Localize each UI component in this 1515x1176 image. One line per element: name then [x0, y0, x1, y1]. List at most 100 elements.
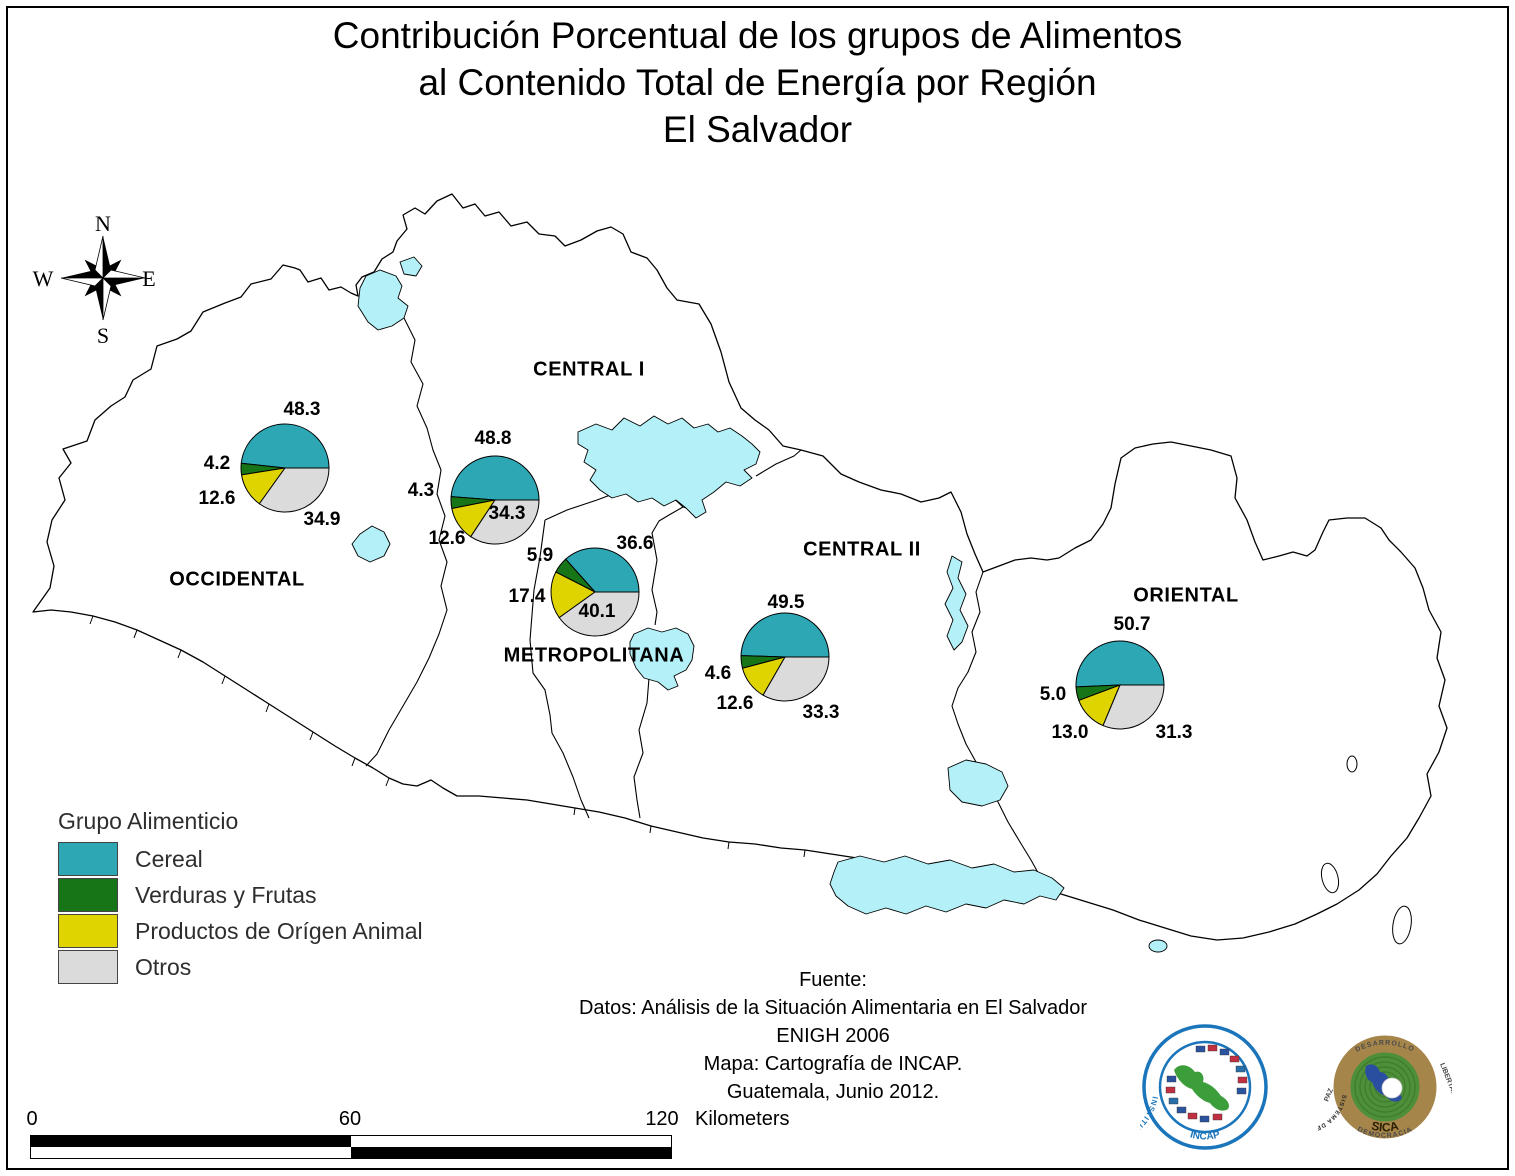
legend-item-otros: Otros	[58, 950, 423, 984]
region-label-oriental: ORIENTAL	[1133, 584, 1239, 607]
sica-name: SICA	[1370, 1118, 1400, 1134]
reservoir-15-septiembre	[944, 555, 969, 651]
pie-central-1	[450, 455, 540, 545]
region-label-central-1: CENTRAL I	[533, 358, 645, 381]
pie-value-label: 12.6	[428, 528, 466, 549]
pie-value-label: 31.3	[1155, 722, 1193, 743]
legend-item-productos: Productos de Orígen Animal	[58, 914, 423, 948]
pie-value-label: 12.6	[716, 693, 754, 714]
island-3	[1346, 755, 1358, 773]
scalebar-tick-120: 120	[645, 1108, 679, 1130]
pie-slice-cereal	[1075, 640, 1165, 688]
compass-north-label: N	[95, 211, 111, 236]
boundary-central2-oriental	[951, 571, 1047, 891]
boundary-metropolitana-east	[651, 506, 684, 626]
compass-rose: N E S W	[33, 211, 156, 348]
pie-slice-cereal	[740, 612, 830, 658]
legend-item-label: Productos de Orígen Animal	[135, 917, 423, 944]
lake-ilopango	[629, 627, 695, 691]
pie-value-label: 5.9	[526, 545, 554, 566]
pie-slice-otros	[258, 467, 330, 513]
legend-item-verduras: Verduras y Frutas	[58, 878, 423, 912]
source-line: Fuente:	[799, 969, 867, 991]
pie-central-2	[740, 612, 830, 702]
incap-logo: INSTITUTO DE NUTRICION DE CENTRO AMERICA…	[1140, 1024, 1268, 1150]
sica-logo: SISTEMA DE LA INTEGRACION CENTROAMERICAN…	[1318, 1035, 1452, 1140]
region-label-metropolitana: METROPOLITANA	[503, 644, 685, 667]
source-line: Datos: Análisis de la Situación Alimenta…	[578, 997, 1088, 1019]
compass-east-label: E	[142, 266, 155, 291]
incap-central-america-shape	[1174, 1065, 1230, 1111]
source-line: Mapa: Cartografía de INCAP.	[703, 1053, 963, 1075]
compass-west-label: W	[33, 266, 54, 291]
legend-title: Grupo Alimenticio	[58, 808, 239, 834]
island-2	[1392, 905, 1412, 945]
island-1	[1320, 862, 1340, 894]
productos-swatch	[58, 914, 118, 948]
pie-value-label: 4.3	[407, 480, 435, 501]
pie-value-label: 33.3	[802, 702, 840, 723]
pie-slice-cereal	[450, 455, 540, 501]
pie-value-label: 34.9	[303, 509, 341, 530]
page-title: Contribución Porcentual de los grupos de…	[0, 12, 1515, 153]
region-label-central-2: CENTRAL II	[803, 538, 921, 561]
pie-value-label: 34.3	[488, 503, 526, 524]
lakes	[351, 256, 1168, 953]
scalebar-tick-60: 60	[338, 1108, 362, 1130]
pie-value-label: 4.6	[704, 663, 732, 684]
pie-slice-cereal	[240, 423, 330, 469]
pie-value-label: 48.8	[474, 428, 512, 449]
legend-item-label: Otros	[135, 953, 192, 980]
pie-metropolitana	[550, 547, 640, 637]
pie-slice-productos-de-or-gen-animal	[550, 571, 596, 619]
scale-bar	[30, 1135, 672, 1159]
coast-ticks	[89, 615, 806, 858]
svg-text:INCAP: INCAP	[1189, 1129, 1222, 1142]
pie-oriental	[1075, 640, 1165, 730]
pie-occidental	[240, 423, 330, 513]
boundary-occidental-central1	[365, 317, 448, 767]
source-note: Fuente: Datos: Análisis de la Situación …	[553, 966, 1113, 1106]
scalebar-tick-0: 0	[26, 1108, 38, 1130]
pie-slice-otros	[1102, 684, 1165, 730]
pie-value-label: 49.5	[767, 592, 805, 613]
sica-center-circle	[1381, 1077, 1403, 1099]
country-outline	[32, 193, 1448, 941]
otros-swatch	[58, 950, 118, 984]
region-label-occidental: OCCIDENTAL	[169, 568, 305, 591]
pie-value-label: 50.7	[1113, 614, 1151, 635]
source-line: ENIGH 2006	[776, 1025, 890, 1047]
sica-motto-paz: PAZ	[1323, 1087, 1335, 1103]
pie-value-label: 5.0	[1039, 684, 1067, 705]
islands	[1320, 755, 1412, 945]
incap-flags	[1165, 1044, 1248, 1123]
compass-south-label: S	[97, 323, 109, 348]
svg-text:SICA: SICA	[1370, 1118, 1400, 1134]
pie-slice-otros	[762, 656, 830, 702]
sica-spiral-rings	[1354, 1056, 1416, 1118]
cereal-swatch	[58, 842, 118, 876]
sica-motto-libertad: LIBERTAD	[1438, 1062, 1452, 1097]
pie-slice-otros	[470, 499, 540, 545]
coastal-lagoon	[1148, 939, 1168, 953]
lake-guija-small	[399, 256, 423, 277]
compass-star	[60, 235, 146, 321]
pie-value-label: 40.1	[578, 601, 616, 622]
boundary-metropolitana-west	[529, 519, 590, 819]
verduras-swatch	[58, 878, 118, 912]
incap-name: INCAP	[1189, 1129, 1222, 1142]
lake-suchitlan	[577, 415, 761, 519]
lake-guija	[357, 269, 409, 331]
scalebar-unit: Kilometers	[695, 1108, 790, 1130]
jiquilisco-estuary	[829, 855, 1065, 915]
title-line-3: El Salvador	[662, 109, 853, 150]
pie-value-label: 12.6	[198, 488, 236, 509]
legend-item-label: Cereal	[135, 845, 203, 872]
pie-value-label: 4.2	[203, 453, 231, 474]
legend: Grupo Alimenticio Cereal Verduras y Frut…	[58, 808, 423, 986]
legend-item-label: Verduras y Frutas	[135, 881, 317, 908]
title-line-2: al Contenido Total de Energía por Región	[418, 62, 1097, 103]
pie-value-label: 36.6	[616, 533, 654, 554]
